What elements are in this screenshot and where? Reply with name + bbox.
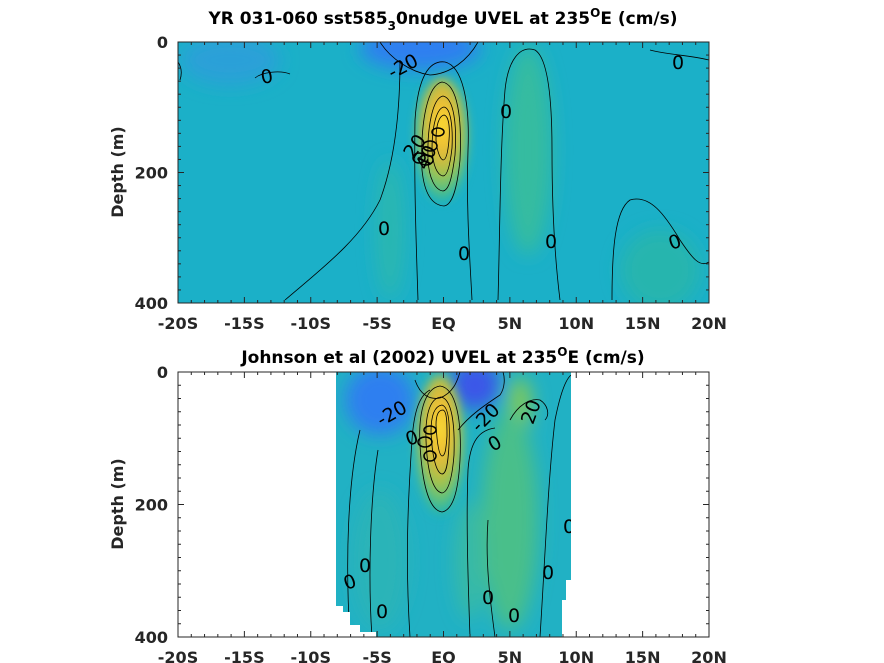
top-label-zero-nw: 0 <box>259 65 275 89</box>
bottom-mixed-center <box>455 500 485 620</box>
top-y-axis-label: Depth (m) <box>108 126 127 218</box>
bottom-eastward-core <box>416 375 464 515</box>
bottom-x-axis: -20S -15S -10S -5S EQ 5N 10N 15N 20N <box>158 372 727 663</box>
top-x-tick-label: 20N <box>691 314 727 333</box>
bottom-negative-west <box>345 372 415 435</box>
top-x-tick-label: -15S <box>224 314 264 333</box>
top-y-axis: 0 200 400 <box>135 33 709 313</box>
top-contour-60 <box>431 106 453 177</box>
bottom-contour-20-north <box>509 399 549 421</box>
top-label-ring-3 <box>418 154 434 166</box>
bottom-contour-zero-sw-2 <box>369 449 379 637</box>
top-chart-title: YR 031-060 sst58530nudge UVEL at 235OE (… <box>207 6 677 33</box>
bottom-contour-zero-sw-1 <box>347 429 361 637</box>
top-x-tick-label: -20S <box>158 314 198 333</box>
bottom-contour-80 <box>435 409 448 457</box>
top-contour-zero-eq <box>414 61 473 301</box>
top-positive-band-north <box>504 45 552 255</box>
bottom-contour-60 <box>430 404 450 475</box>
bottom-label-zero-2: 0 <box>359 555 371 577</box>
bottom-contour-lines <box>347 372 571 637</box>
bottom-contour-field: -20 -20 20 0 0 0 0 0 0 0 0 0 <box>336 372 575 637</box>
top-x-tick-label: -5S <box>362 314 391 333</box>
bottom-x-tick-label: -20S <box>158 648 198 663</box>
bottom-positive-band <box>482 410 538 630</box>
bottom-label-zero-7: 0 <box>563 516 575 538</box>
bottom-x-tick-label: EQ <box>431 648 456 663</box>
top-contour-lines <box>178 42 709 301</box>
bottom-x-tick-label: 10N <box>558 648 594 663</box>
bottom-y-tick-label: 200 <box>135 496 168 515</box>
top-x-tick-label: -10S <box>291 314 331 333</box>
top-label-zero-eq: 0 <box>458 243 470 265</box>
top-contour-neg20 <box>379 42 479 76</box>
bottom-label-ring-1 <box>423 425 437 435</box>
bottom-label-zero-3: 0 <box>376 601 388 623</box>
top-contour-zero-west <box>178 61 182 81</box>
top-label-ring-1 <box>431 127 445 137</box>
top-x-axis: -20S -15S -10S -5S EQ 5N 10N 15N 20N <box>158 42 727 333</box>
top-label-ring-4 <box>412 152 426 164</box>
top-x-tick-label: EQ <box>431 314 456 333</box>
bottom-y-tick-label: 400 <box>135 628 168 647</box>
top-contour-field: 0 -20 0 0 0 0 0 0 20 40 <box>178 42 709 303</box>
bottom-label-zero-6: 0 <box>542 562 554 584</box>
top-positive-band-east <box>620 230 700 303</box>
top-x-tick-label: 10N <box>558 314 594 333</box>
bottom-x-tick-label: -10S <box>291 648 331 663</box>
bottom-contour-40 <box>425 396 455 494</box>
top-contour-80 <box>435 114 450 161</box>
top-label-zero-north: 0 <box>500 101 512 123</box>
top-contour-40 <box>427 95 456 192</box>
bottom-y-tick-label: 0 <box>157 363 168 382</box>
bottom-panel: Johnson et al (2002) UVEL at 235OE (cm/s… <box>108 345 727 663</box>
bottom-x-tick-label: 15N <box>625 648 661 663</box>
top-y-tick-label: 200 <box>135 164 168 183</box>
bottom-y-axis-label: Depth (m) <box>108 458 127 550</box>
bottom-contour-neg20-a <box>414 372 461 399</box>
top-positive-band-south <box>376 160 404 300</box>
bottom-label-zero-5: 0 <box>508 605 520 627</box>
bottom-contour-zero-eq-e <box>466 427 496 637</box>
top-y-tick-label: 400 <box>135 294 168 313</box>
top-contour-zero-southwest <box>284 59 401 301</box>
bottom-contour-20 <box>419 385 461 513</box>
bottom-chart-title: Johnson et al (2002) UVEL at 235OE (cm/s… <box>240 345 644 368</box>
bottom-label-ring-2 <box>417 436 433 448</box>
bottom-mixed-south <box>352 490 408 630</box>
bottom-x-tick-label: 5N <box>498 648 523 663</box>
top-label-ring-2 <box>422 140 438 152</box>
top-contour-zero-north <box>497 48 561 301</box>
bottom-contour-neg20-b <box>457 372 505 431</box>
top-x-tick-label: 5N <box>498 314 523 333</box>
bottom-x-tick-label: 20N <box>691 648 727 663</box>
bottom-label-zero-4: 0 <box>482 587 494 609</box>
top-contour-zero-ne <box>649 49 709 61</box>
bottom-label-ring-3 <box>423 450 437 462</box>
top-contour-20 <box>421 81 461 207</box>
top-panel: YR 031-060 sst58530nudge UVEL at 235OE (… <box>108 6 727 333</box>
bottom-x-tick-label: -5S <box>362 648 391 663</box>
top-contour-zero-nw <box>254 71 291 79</box>
bottom-y-axis: 0 200 400 <box>135 363 709 647</box>
bottom-contour-zero-eq-w <box>406 389 431 637</box>
bottom-contour-zero-ne <box>539 374 571 637</box>
top-label-zero-mid: 0 <box>545 231 557 253</box>
top-y-tick-label: 0 <box>157 33 168 52</box>
top-negative-core <box>360 42 480 70</box>
bottom-x-tick-label: -15S <box>224 648 264 663</box>
top-weak-negative-west <box>180 42 280 85</box>
top-contour-zero-east <box>611 198 709 301</box>
top-x-tick-label: 15N <box>625 314 661 333</box>
top-label-zero-southwest: 0 <box>378 218 390 240</box>
top-label-zero-ne: 0 <box>672 52 684 74</box>
bottom-contour-zero-center <box>486 519 496 637</box>
